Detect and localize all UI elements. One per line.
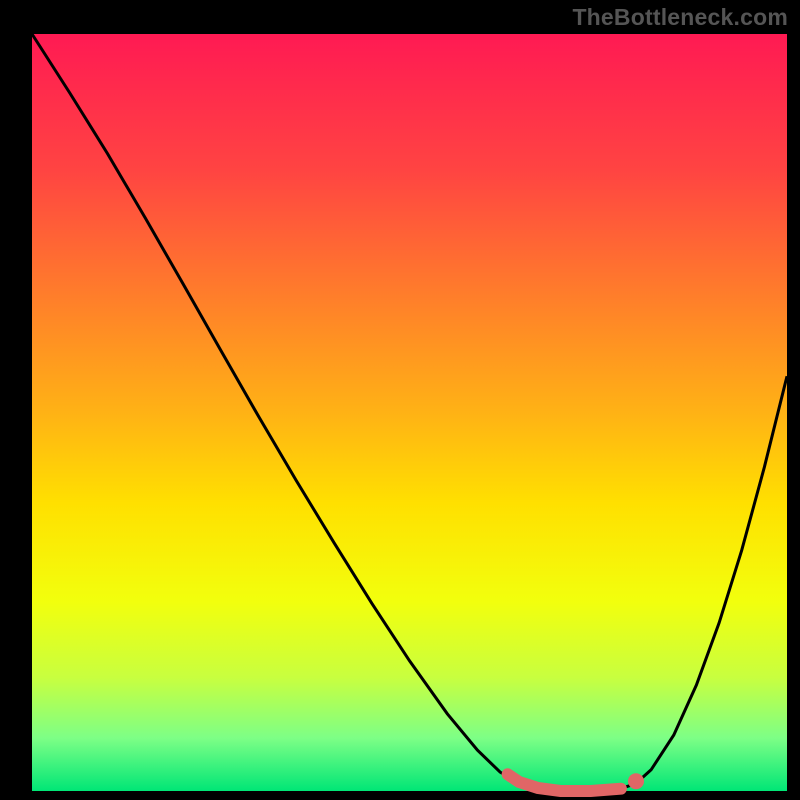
watermark-text: TheBottleneck.com <box>572 4 788 31</box>
chart-container: TheBottleneck.com <box>0 0 800 800</box>
plot-area <box>32 34 787 791</box>
